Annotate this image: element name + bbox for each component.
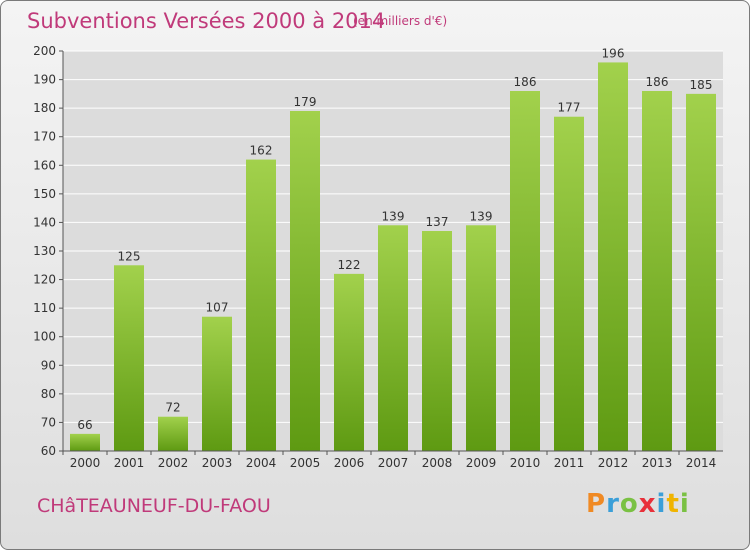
x-tick-label: 2013 bbox=[642, 456, 673, 470]
value-label: 122 bbox=[338, 258, 361, 272]
logo-letter: i bbox=[679, 489, 690, 519]
x-tick-label: 2007 bbox=[378, 456, 409, 470]
bar-2008 bbox=[422, 231, 452, 451]
value-label: 196 bbox=[602, 46, 625, 60]
value-label: 125 bbox=[118, 249, 141, 263]
y-tick-label: 110 bbox=[33, 301, 56, 315]
x-tick-label: 2003 bbox=[202, 456, 233, 470]
y-tick-label: 180 bbox=[33, 101, 56, 115]
bar-2010 bbox=[510, 91, 540, 451]
y-tick-label: 130 bbox=[33, 244, 56, 258]
logo-letter: P bbox=[586, 489, 607, 519]
y-tick-label: 170 bbox=[33, 130, 56, 144]
bar-2000 bbox=[70, 433, 100, 451]
bar-2012 bbox=[598, 62, 628, 452]
y-tick-label: 160 bbox=[33, 158, 56, 172]
value-label: 185 bbox=[690, 78, 713, 92]
y-tick-label: 140 bbox=[33, 215, 56, 229]
logo-letter: t bbox=[666, 489, 680, 519]
value-label: 107 bbox=[206, 301, 229, 315]
bar-2013 bbox=[642, 91, 672, 451]
bar-2005 bbox=[290, 111, 320, 451]
bar-2009 bbox=[466, 225, 496, 451]
value-label: 139 bbox=[382, 209, 405, 223]
value-label: 186 bbox=[646, 75, 669, 89]
y-tick-label: 70 bbox=[41, 415, 56, 429]
bar-2002 bbox=[158, 416, 188, 451]
x-tick-label: 2012 bbox=[598, 456, 629, 470]
bar-2001 bbox=[114, 265, 144, 451]
y-tick-label: 200 bbox=[33, 44, 56, 58]
y-tick-label: 80 bbox=[41, 387, 56, 401]
x-tick-label: 2014 bbox=[686, 456, 717, 470]
value-label: 179 bbox=[294, 95, 317, 109]
x-tick-label: 2011 bbox=[554, 456, 585, 470]
bar-2004 bbox=[246, 159, 276, 452]
x-tick-label: 2002 bbox=[158, 456, 189, 470]
bar-2003 bbox=[202, 316, 232, 451]
value-label: 162 bbox=[250, 144, 273, 158]
logo-letter: r bbox=[606, 489, 620, 519]
bar-2007 bbox=[378, 225, 408, 451]
logo-letter: x bbox=[638, 489, 657, 519]
x-tick-label: 2009 bbox=[466, 456, 497, 470]
proxiti-logo: Proxiti bbox=[586, 489, 690, 519]
commune-name: CHâTEAUNEUF-DU-FAOU bbox=[37, 495, 271, 517]
value-label: 186 bbox=[514, 75, 537, 89]
x-tick-label: 2005 bbox=[290, 456, 321, 470]
bar-2014 bbox=[686, 93, 716, 451]
y-tick-label: 150 bbox=[33, 187, 56, 201]
y-tick-label: 60 bbox=[41, 444, 56, 458]
x-tick-label: 2010 bbox=[510, 456, 541, 470]
value-label: 137 bbox=[426, 215, 449, 229]
logo-letter: o bbox=[619, 489, 639, 519]
value-label: 177 bbox=[558, 101, 581, 115]
bar-2006 bbox=[334, 273, 364, 451]
bar-2011 bbox=[554, 116, 584, 451]
x-tick-label: 2006 bbox=[334, 456, 365, 470]
value-label: 139 bbox=[470, 209, 493, 223]
x-tick-label: 2001 bbox=[114, 456, 145, 470]
x-tick-label: 2004 bbox=[246, 456, 277, 470]
y-tick-label: 100 bbox=[33, 330, 56, 344]
logo-letter: i bbox=[656, 489, 667, 519]
x-tick-label: 2000 bbox=[70, 456, 101, 470]
x-tick-label: 2008 bbox=[422, 456, 453, 470]
y-tick-label: 190 bbox=[33, 73, 56, 87]
value-label: 72 bbox=[165, 401, 180, 415]
page-title: Subventions Versées 2000 à 2014 bbox=[27, 9, 386, 33]
value-label: 66 bbox=[77, 418, 92, 432]
y-tick-label: 120 bbox=[33, 273, 56, 287]
unit-subtitle: (en milliers d'€) bbox=[353, 14, 448, 28]
y-tick-label: 90 bbox=[41, 358, 56, 372]
